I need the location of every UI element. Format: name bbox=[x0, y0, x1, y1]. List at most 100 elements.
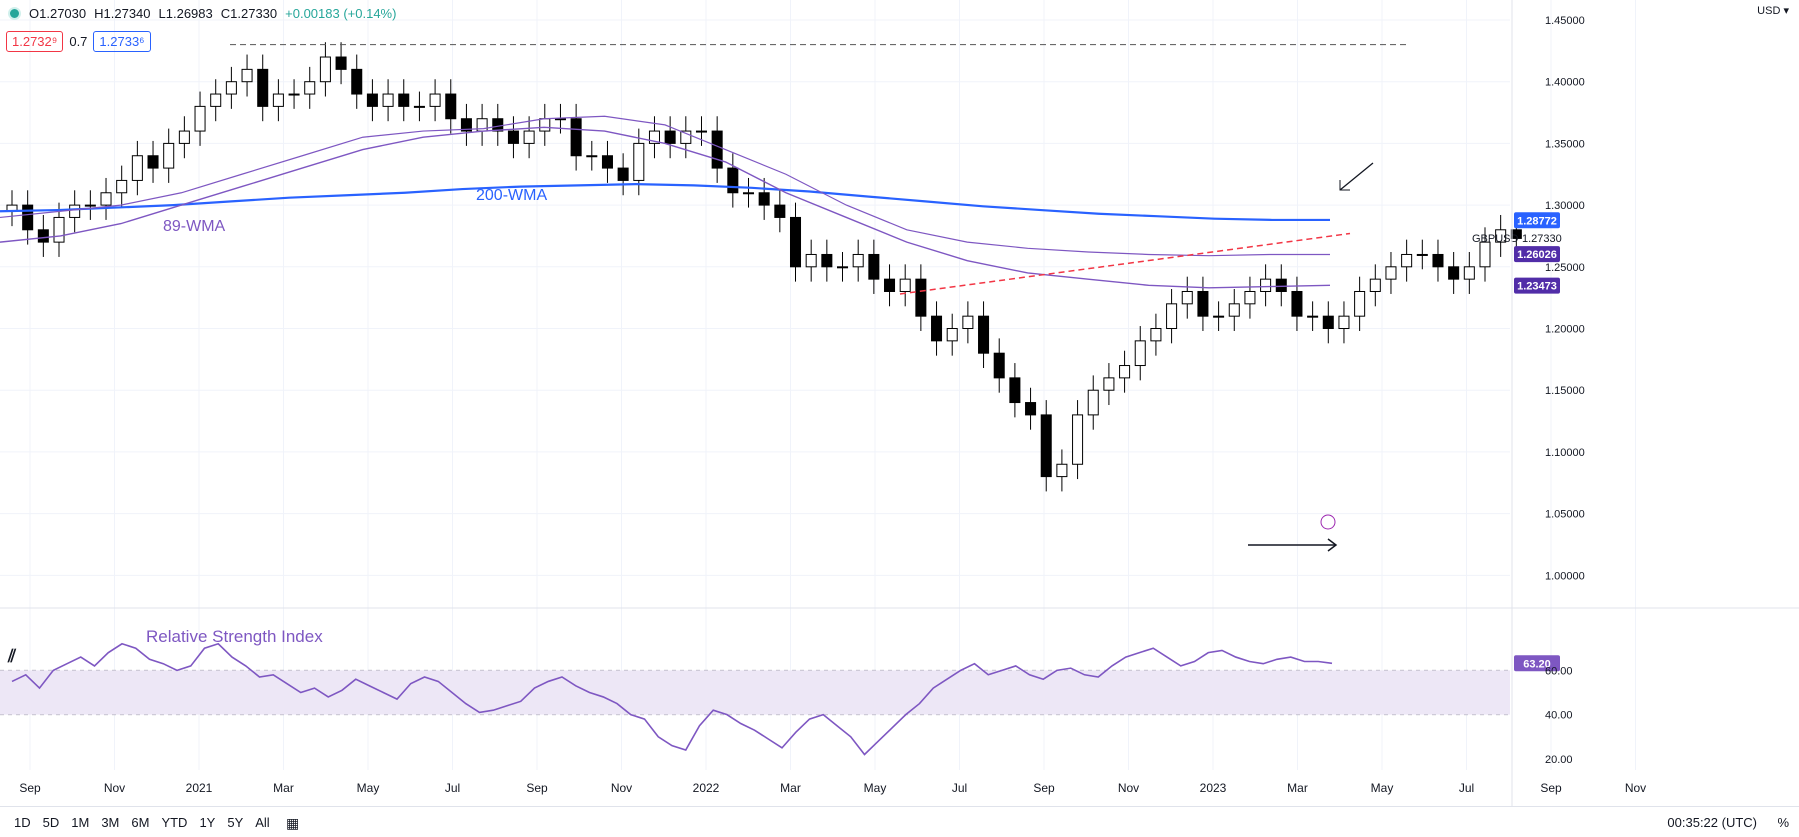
candles bbox=[6, 42, 1522, 492]
candle-body bbox=[523, 130, 535, 144]
time-tick-label: May bbox=[357, 781, 380, 795]
candle-body bbox=[1338, 315, 1350, 330]
grid-lines bbox=[0, 0, 1636, 770]
lightning-icon bbox=[1320, 514, 1336, 530]
candle-body bbox=[398, 93, 410, 107]
candle-body bbox=[116, 179, 128, 194]
candle-body bbox=[1150, 328, 1162, 342]
candle-body bbox=[507, 130, 519, 144]
price-tick-label: 1.45000 bbox=[1545, 15, 1585, 27]
candle-body bbox=[1510, 229, 1522, 239]
candle-body bbox=[1244, 290, 1256, 305]
candle-body bbox=[241, 68, 253, 83]
last-price-label: 1.27330 bbox=[1522, 233, 1562, 245]
candle-body bbox=[1056, 463, 1068, 478]
candle-body bbox=[1307, 315, 1319, 318]
candle-body bbox=[1197, 290, 1209, 317]
price-tick-label: 1.20000 bbox=[1545, 324, 1585, 336]
candle-body bbox=[899, 278, 911, 292]
wma89-upper-badge: 1.26026 bbox=[1517, 249, 1557, 261]
candle-body bbox=[1275, 278, 1287, 292]
candle-body bbox=[633, 142, 645, 181]
candle-body bbox=[84, 204, 96, 207]
time-tick-label: Sep bbox=[1033, 781, 1055, 795]
change-value: +0.00183 (+0.14%) bbox=[285, 6, 397, 21]
candle-body bbox=[539, 118, 551, 132]
candle-body bbox=[852, 253, 864, 268]
bid-button[interactable]: 1.2732⁹ bbox=[6, 31, 64, 52]
candle-body bbox=[163, 142, 175, 169]
price-tick-label: 1.30000 bbox=[1545, 200, 1585, 212]
candle-body bbox=[1009, 377, 1021, 404]
price-tick-label: 1.25000 bbox=[1545, 262, 1585, 274]
time-tick-label: May bbox=[1371, 781, 1394, 795]
candle-body bbox=[53, 216, 65, 243]
range-1d-button[interactable]: 1D bbox=[14, 815, 31, 830]
clock-text: 00:35:22 (UTC) bbox=[1667, 815, 1757, 830]
calendar-icon[interactable]: ▦ bbox=[286, 815, 300, 831]
spread-value: 0.7 bbox=[69, 34, 88, 49]
bottom-toolbar: 1D 5D 1M 3M 6M YTD 1Y 5Y All ▦ 00:35:22 … bbox=[0, 806, 1799, 837]
range-1m-button[interactable]: 1M bbox=[71, 815, 90, 830]
candle-body bbox=[946, 328, 958, 342]
rsi-line bbox=[11, 642, 1333, 756]
candle-body bbox=[664, 130, 676, 144]
range-ytd-button[interactable]: YTD bbox=[161, 815, 188, 830]
candle-body bbox=[1181, 290, 1193, 305]
candle-body bbox=[1213, 315, 1225, 318]
status-dot-icon bbox=[8, 7, 21, 20]
candle-body bbox=[993, 352, 1005, 379]
candle-body bbox=[1134, 340, 1146, 367]
candle-body bbox=[570, 118, 582, 157]
candle-body bbox=[257, 68, 269, 107]
time-tick-label: 2023 bbox=[1200, 781, 1227, 795]
candle-body bbox=[727, 167, 739, 194]
candle-body bbox=[695, 130, 707, 133]
candle-body bbox=[210, 93, 222, 107]
trend-line bbox=[899, 232, 1351, 295]
candle-body bbox=[37, 229, 49, 243]
candle-body bbox=[758, 192, 770, 206]
chevron-down-icon: ▾ bbox=[1783, 5, 1789, 17]
close-value: C1.27330 bbox=[220, 6, 278, 21]
price-tick-label: 1.15000 bbox=[1545, 385, 1585, 397]
range-6m-button[interactable]: 6M bbox=[131, 815, 150, 830]
candle-body bbox=[1260, 278, 1272, 292]
candle-body bbox=[1228, 303, 1240, 317]
time-tick-label: Sep bbox=[526, 781, 548, 795]
ohlc-legend: O1.27030 H1.27340 L1.26983 C1.27330 +0.0… bbox=[8, 6, 396, 21]
wma200-annotation: 200-WMA bbox=[476, 187, 547, 204]
candle-body bbox=[821, 253, 833, 268]
low-value: L1.26983 bbox=[158, 6, 213, 21]
percent-toggle[interactable]: % bbox=[1777, 815, 1789, 830]
range-1y-button[interactable]: 1Y bbox=[199, 815, 216, 830]
candle-body bbox=[272, 93, 284, 107]
candle-body bbox=[837, 266, 849, 269]
time-tick-label: Jul bbox=[952, 781, 967, 795]
candle-body bbox=[1369, 278, 1381, 292]
candle-body bbox=[805, 253, 817, 268]
range-buttons: 1D 5D 1M 3M 6M YTD 1Y 5Y All bbox=[8, 815, 276, 830]
range-all-button[interactable]: All bbox=[255, 815, 270, 830]
candle-body bbox=[351, 68, 363, 95]
range-3m-button[interactable]: 3M bbox=[101, 815, 120, 830]
range-5y-button[interactable]: 5Y bbox=[227, 815, 244, 830]
rsi-value-badge: 63.20 bbox=[1523, 658, 1551, 670]
rsi-band bbox=[0, 670, 1510, 715]
candle-body bbox=[1040, 414, 1052, 478]
candle-body bbox=[742, 192, 755, 195]
candle-body bbox=[1354, 290, 1366, 317]
candle-body bbox=[1291, 290, 1303, 317]
candle-body bbox=[335, 56, 347, 70]
time-tick-label: Nov bbox=[104, 781, 125, 795]
range-5d-button[interactable]: 5D bbox=[42, 815, 60, 830]
candle-body bbox=[131, 155, 143, 181]
candle-body bbox=[22, 204, 34, 231]
ask-button[interactable]: 1.2733⁶ bbox=[93, 31, 151, 52]
time-tick-label: Sep bbox=[1540, 781, 1562, 795]
candle-body bbox=[366, 93, 378, 107]
time-tick-label: Mar bbox=[1287, 781, 1308, 795]
currency-selector[interactable]: USD ▾ bbox=[1757, 4, 1789, 17]
candle-body bbox=[1385, 266, 1397, 280]
